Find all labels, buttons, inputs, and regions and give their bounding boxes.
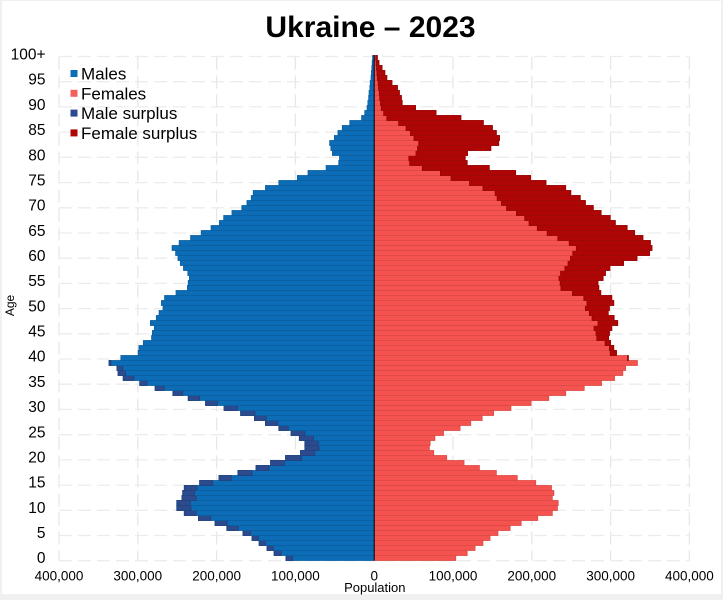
- svg-text:Male surplus: Male surplus: [81, 104, 177, 123]
- svg-text:100+: 100+: [11, 47, 46, 64]
- svg-text:100,000: 100,000: [429, 569, 478, 584]
- svg-text:Females: Females: [81, 84, 146, 103]
- svg-text:0: 0: [37, 550, 46, 567]
- svg-text:Ukraine – 2023: Ukraine – 2023: [265, 11, 475, 44]
- svg-text:Female surplus: Female surplus: [81, 124, 197, 143]
- svg-text:55: 55: [28, 273, 45, 290]
- svg-text:300,000: 300,000: [586, 569, 635, 584]
- svg-text:5: 5: [37, 525, 46, 542]
- svg-text:85: 85: [28, 122, 45, 139]
- svg-text:15: 15: [28, 475, 45, 492]
- svg-text:100,000: 100,000: [271, 569, 320, 584]
- svg-text:60: 60: [28, 248, 46, 265]
- svg-text:0: 0: [370, 569, 378, 584]
- svg-text:10: 10: [28, 500, 46, 517]
- svg-text:80: 80: [28, 147, 46, 164]
- svg-text:400,000: 400,000: [665, 569, 714, 584]
- svg-text:20: 20: [28, 449, 46, 466]
- svg-text:90: 90: [28, 97, 46, 114]
- svg-text:70: 70: [28, 198, 46, 215]
- svg-text:35: 35: [28, 374, 45, 391]
- svg-text:95: 95: [28, 72, 45, 89]
- svg-text:400,000: 400,000: [35, 569, 84, 584]
- svg-text:75: 75: [28, 173, 45, 190]
- svg-text:300,000: 300,000: [113, 569, 162, 584]
- svg-text:Males: Males: [81, 65, 126, 84]
- svg-text:40: 40: [28, 349, 46, 366]
- svg-text:200,000: 200,000: [507, 569, 556, 584]
- svg-text:Population: Population: [344, 580, 405, 595]
- svg-text:65: 65: [28, 223, 45, 240]
- svg-text:200,000: 200,000: [192, 569, 241, 584]
- svg-text:50: 50: [28, 298, 46, 315]
- svg-text:25: 25: [28, 424, 45, 441]
- svg-text:45: 45: [28, 324, 45, 341]
- svg-text:Age: Age: [3, 295, 17, 317]
- svg-text:30: 30: [28, 399, 46, 416]
